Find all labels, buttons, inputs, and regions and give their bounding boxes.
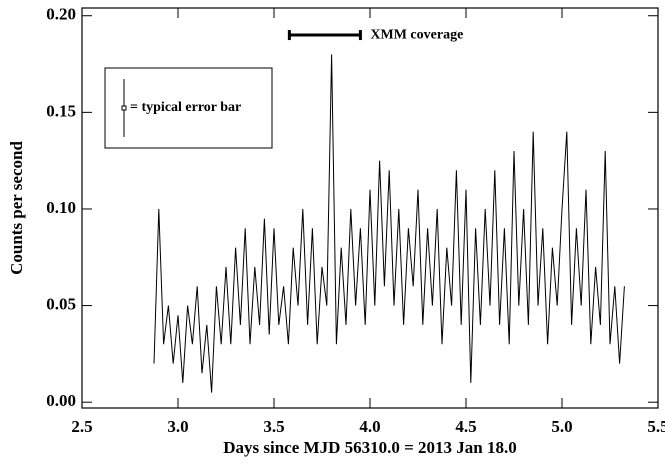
x-tick-label: 5.5 (647, 417, 665, 436)
x-tick-label: 4.0 (359, 417, 380, 436)
y-tick-label: 0.20 (46, 5, 76, 24)
x-tick-label: 3.5 (263, 417, 284, 436)
x-tick-label: 4.5 (455, 417, 476, 436)
y-tick-label: 0.00 (46, 391, 76, 410)
x-tick-label: 2.5 (71, 417, 92, 436)
y-tick-label: 0.05 (46, 294, 76, 313)
y-tick-label: 0.15 (46, 101, 76, 120)
legend-box (104, 67, 273, 149)
x-tick-label: 5.0 (551, 417, 572, 436)
xmm-label: XMM coverage (370, 27, 463, 42)
x-tick-label: 3.0 (167, 417, 188, 436)
x-axis-label: Days since MJD 56310.0 = 2013 Jan 18.0 (223, 438, 517, 457)
error-bar-point (121, 105, 127, 111)
light-curve (153, 54, 625, 393)
y-tick-label: 0.10 (46, 198, 76, 217)
error-bar-label: = typical error bar (130, 100, 241, 115)
y-axis-label: Counts per second (7, 141, 26, 275)
